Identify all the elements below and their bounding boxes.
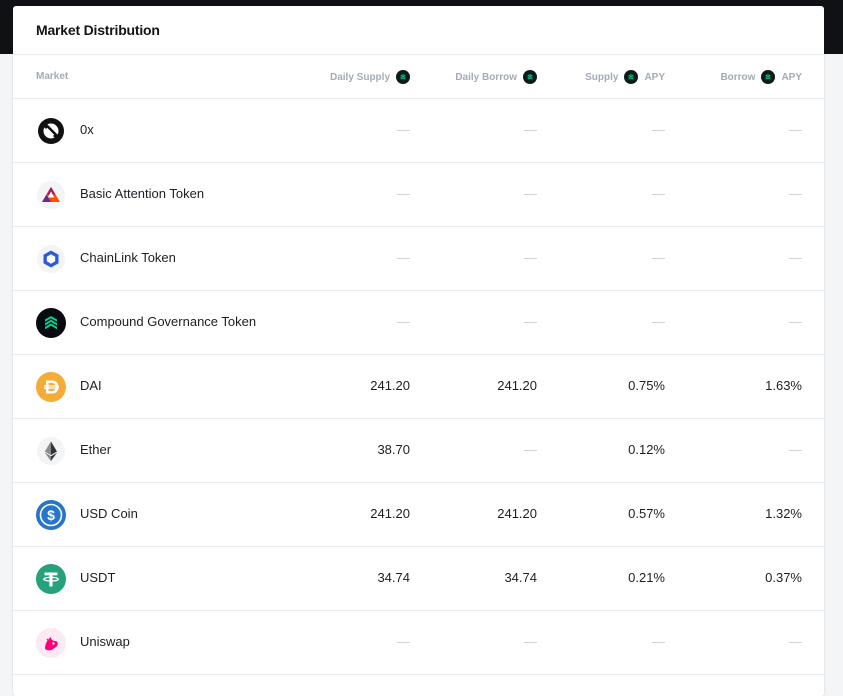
col-daily-borrow-label: Daily Borrow — [455, 71, 517, 83]
table-row[interactable]: USDT 34.74 34.74 0.21% 0.37% — [13, 547, 824, 611]
uniswap-icon — [36, 628, 66, 658]
market-name: Ether — [80, 442, 112, 457]
svg-text:$: $ — [47, 507, 55, 523]
daily-supply-cell: 38.70 — [377, 442, 410, 457]
market-name: USD Coin — [80, 506, 138, 521]
borrow-apy-cell: — — [789, 250, 802, 265]
market-name: DAI — [80, 378, 102, 393]
col-apy-label: APY — [644, 71, 665, 83]
table-row[interactable]: Compound Governance Token — — — — — [13, 291, 824, 355]
table-row[interactable]: ChainLink Token — — — — — [13, 227, 824, 291]
table-row[interactable]: $ USD Coin 241.20 241.20 0.57% 1.32% — [13, 483, 824, 547]
col-market-header: Market — [36, 71, 68, 82]
dai-icon — [36, 372, 66, 402]
supply-apy-cell: — — [652, 122, 665, 137]
table-row[interactable]: Ether 38.70 — 0.12% — — [13, 419, 824, 483]
daily-borrow-cell: — — [524, 122, 537, 137]
daily-borrow-cell: 241.20 — [497, 506, 537, 521]
daily-supply-cell: 241.20 — [370, 378, 410, 393]
comp-icon — [36, 308, 66, 338]
col-apy-label: APY — [781, 71, 802, 83]
table-row[interactable]: 0x — — — — — [13, 99, 824, 163]
daily-borrow-cell: 241.20 — [497, 378, 537, 393]
comp-coin-icon — [396, 70, 410, 84]
daily-supply-cell: 34.74 — [377, 570, 410, 585]
supply-apy-cell: 0.12% — [628, 442, 665, 457]
card-title: Market Distribution — [13, 6, 824, 55]
col-borrow-label: Borrow — [720, 71, 756, 83]
supply-apy-cell: 0.21% — [628, 570, 665, 585]
comp-coin-icon — [624, 70, 639, 84]
daily-supply-cell: — — [397, 186, 410, 201]
table-row[interactable]: DAI 241.20 241.20 0.75% 1.63% — [13, 355, 824, 419]
market-name: USDT — [80, 570, 116, 585]
table-row[interactable]: Uniswap — — — — — [13, 611, 824, 675]
daily-borrow-cell: — — [524, 634, 537, 649]
borrow-apy-cell: 1.63% — [765, 378, 802, 393]
daily-borrow-cell: — — [524, 186, 537, 201]
borrow-apy-cell: — — [789, 634, 802, 649]
chainlink-icon — [36, 244, 66, 274]
supply-apy-cell: 0.75% — [628, 378, 665, 393]
usdt-icon — [36, 564, 66, 594]
col-daily-supply-header[interactable]: Daily Supply — [330, 70, 410, 84]
borrow-apy-cell: — — [789, 442, 802, 457]
daily-supply-cell: — — [397, 634, 410, 649]
borrow-apy-cell: — — [789, 186, 802, 201]
market-distribution-card: Market Distribution Market Daily Supply … — [13, 6, 824, 696]
supply-apy-cell: — — [652, 250, 665, 265]
comp-coin-icon — [761, 70, 776, 84]
borrow-apy-cell: 1.32% — [765, 506, 802, 521]
daily-supply-cell: — — [397, 122, 410, 137]
daily-supply-cell: — — [397, 314, 410, 329]
daily-borrow-cell: — — [524, 442, 537, 457]
col-daily-supply-label: Daily Supply — [329, 71, 390, 83]
daily-borrow-cell: 34.74 — [504, 570, 537, 585]
comp-coin-icon — [523, 70, 537, 84]
borrow-apy-cell: — — [789, 314, 802, 329]
daily-borrow-cell: — — [524, 314, 537, 329]
usdc-icon: $ — [36, 500, 66, 530]
col-supply-label: Supply — [585, 71, 619, 83]
market-name: Uniswap — [80, 634, 130, 649]
borrow-apy-cell: — — [789, 122, 802, 137]
borrow-apy-cell: 0.37% — [765, 570, 802, 585]
market-name: 0x — [80, 122, 94, 137]
bat-icon — [36, 180, 66, 210]
market-name: ChainLink Token — [80, 250, 176, 265]
ether-icon — [36, 436, 66, 466]
table-header: Market Daily Supply Daily Borrow Supply … — [13, 55, 824, 99]
zrx-icon — [36, 116, 66, 146]
col-supply-apy-header[interactable]: Supply APY — [585, 70, 665, 84]
supply-apy-cell: 0.57% — [628, 506, 665, 521]
daily-supply-cell: — — [397, 250, 410, 265]
col-daily-borrow-header[interactable]: Daily Borrow — [455, 70, 537, 84]
daily-borrow-cell: — — [524, 250, 537, 265]
supply-apy-cell: — — [652, 186, 665, 201]
market-name: Basic Attention Token — [80, 186, 205, 201]
col-borrow-apy-header[interactable]: Borrow APY — [720, 70, 802, 84]
supply-apy-cell: — — [652, 634, 665, 649]
daily-supply-cell: 241.20 — [370, 506, 410, 521]
market-name: Compound Governance Token — [80, 314, 257, 329]
table-row[interactable]: Basic Attention Token — — — — — [13, 163, 824, 227]
supply-apy-cell: — — [652, 314, 665, 329]
col-market-label: Market — [36, 71, 69, 82]
